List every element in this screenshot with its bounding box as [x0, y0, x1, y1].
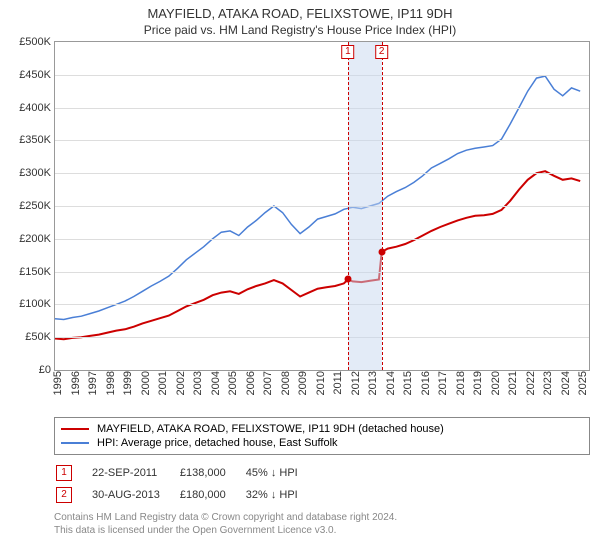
x-tick-label: 2007 [260, 371, 274, 395]
x-tick-label: 2012 [348, 371, 362, 395]
x-tick-label: 2011 [330, 371, 344, 395]
y-tick-label: £450K [19, 69, 55, 81]
sale-marker-1: 1 [56, 465, 72, 481]
chart-container: MAYFIELD, ATAKA ROAD, FELIXSTOWE, IP11 9… [0, 0, 600, 537]
x-tick-label: 2010 [313, 371, 327, 395]
sale-price-2: £180,000 [180, 485, 244, 505]
y-gridline [55, 140, 589, 141]
legend-box: MAYFIELD, ATAKA ROAD, FELIXSTOWE, IP11 9… [54, 417, 590, 455]
y-gridline [55, 272, 589, 273]
x-tick-label: 2000 [138, 371, 152, 395]
y-tick-label: £200K [19, 233, 55, 245]
x-tick-label: 1995 [50, 371, 64, 395]
plot-area: £0£50K£100K£150K£200K£250K£300K£350K£400… [54, 41, 590, 371]
sale-vertical-line [382, 42, 383, 370]
x-tick-label: 2004 [208, 371, 222, 395]
y-tick-label: £50K [25, 331, 55, 343]
x-tick-label: 1996 [68, 371, 82, 395]
y-tick-label: £150K [19, 266, 55, 278]
x-tick-label: 1998 [103, 371, 117, 395]
x-tick-label: 2025 [575, 371, 589, 395]
legend-row-price-paid: MAYFIELD, ATAKA ROAD, FELIXSTOWE, IP11 9… [61, 422, 583, 436]
y-gridline [55, 337, 589, 338]
legend-row-hpi: HPI: Average price, detached house, East… [61, 436, 583, 450]
x-tick-label: 2005 [225, 371, 239, 395]
x-tick-label: 2017 [435, 371, 449, 395]
x-tick-label: 2020 [488, 371, 502, 395]
sale-price-1: £138,000 [180, 463, 244, 483]
x-tick-label: 2014 [383, 371, 397, 395]
y-tick-label: £300K [19, 167, 55, 179]
legend-swatch-price-paid [61, 428, 89, 430]
x-tick-label: 2016 [418, 371, 432, 395]
y-tick-label: £100K [19, 298, 55, 310]
footer-line-1: Contains HM Land Registry data © Crown c… [54, 511, 590, 524]
sale-marker-on-plot: 1 [341, 45, 355, 59]
y-gridline [55, 108, 589, 109]
y-gridline [55, 304, 589, 305]
x-tick-label: 2015 [400, 371, 414, 395]
x-tick-label: 2023 [540, 371, 554, 395]
x-axis-labels: 1995199619971998199920002001200220032004… [54, 371, 590, 411]
y-gridline [55, 206, 589, 207]
x-tick-label: 2003 [190, 371, 204, 395]
x-tick-label: 2024 [558, 371, 572, 395]
sale-marker-on-plot: 2 [375, 45, 389, 59]
footer-line-2: This data is licensed under the Open Gov… [54, 524, 590, 537]
legend-label-price-paid: MAYFIELD, ATAKA ROAD, FELIXSTOWE, IP11 9… [97, 423, 444, 435]
legend-label-hpi: HPI: Average price, detached house, East… [97, 437, 338, 449]
y-tick-label: £250K [19, 200, 55, 212]
x-tick-label: 2009 [295, 371, 309, 395]
sale-hpi-delta-2: 32% ↓ HPI [246, 485, 316, 505]
sale-marker-2: 2 [56, 487, 72, 503]
y-tick-label: £400K [19, 102, 55, 114]
sale-vertical-line [348, 42, 349, 370]
y-gridline [55, 173, 589, 174]
x-tick-label: 2008 [278, 371, 292, 395]
x-tick-label: 2022 [523, 371, 537, 395]
series-line-price_paid [55, 171, 580, 339]
series-line-hpi [55, 76, 580, 319]
chart-title-line1: MAYFIELD, ATAKA ROAD, FELIXSTOWE, IP11 9… [0, 0, 600, 21]
sales-table: 1 22-SEP-2011 £138,000 45% ↓ HPI 2 30-AU… [54, 461, 318, 507]
sale-hpi-delta-1: 45% ↓ HPI [246, 463, 316, 483]
x-tick-label: 2002 [173, 371, 187, 395]
y-gridline [55, 239, 589, 240]
x-tick-label: 1997 [85, 371, 99, 395]
x-tick-label: 2013 [365, 371, 379, 395]
sales-period-band [348, 42, 382, 370]
y-tick-label: £500K [19, 36, 55, 48]
x-tick-label: 2006 [243, 371, 257, 395]
x-tick-label: 2021 [505, 371, 519, 395]
sale-point-marker [378, 248, 385, 255]
chart-title-line2: Price paid vs. HM Land Registry's House … [0, 21, 600, 41]
x-tick-label: 2019 [470, 371, 484, 395]
sales-row: 1 22-SEP-2011 £138,000 45% ↓ HPI [56, 463, 316, 483]
legend-swatch-hpi [61, 442, 89, 444]
sale-point-marker [344, 276, 351, 283]
sale-date-2: 30-AUG-2013 [92, 485, 178, 505]
y-tick-label: £350K [19, 134, 55, 146]
y-gridline [55, 75, 589, 76]
sale-date-1: 22-SEP-2011 [92, 463, 178, 483]
x-tick-label: 2001 [155, 371, 169, 395]
x-tick-label: 2018 [453, 371, 467, 395]
sales-row: 2 30-AUG-2013 £180,000 32% ↓ HPI [56, 485, 316, 505]
footer-attribution: Contains HM Land Registry data © Crown c… [54, 511, 590, 537]
x-tick-label: 1999 [120, 371, 134, 395]
